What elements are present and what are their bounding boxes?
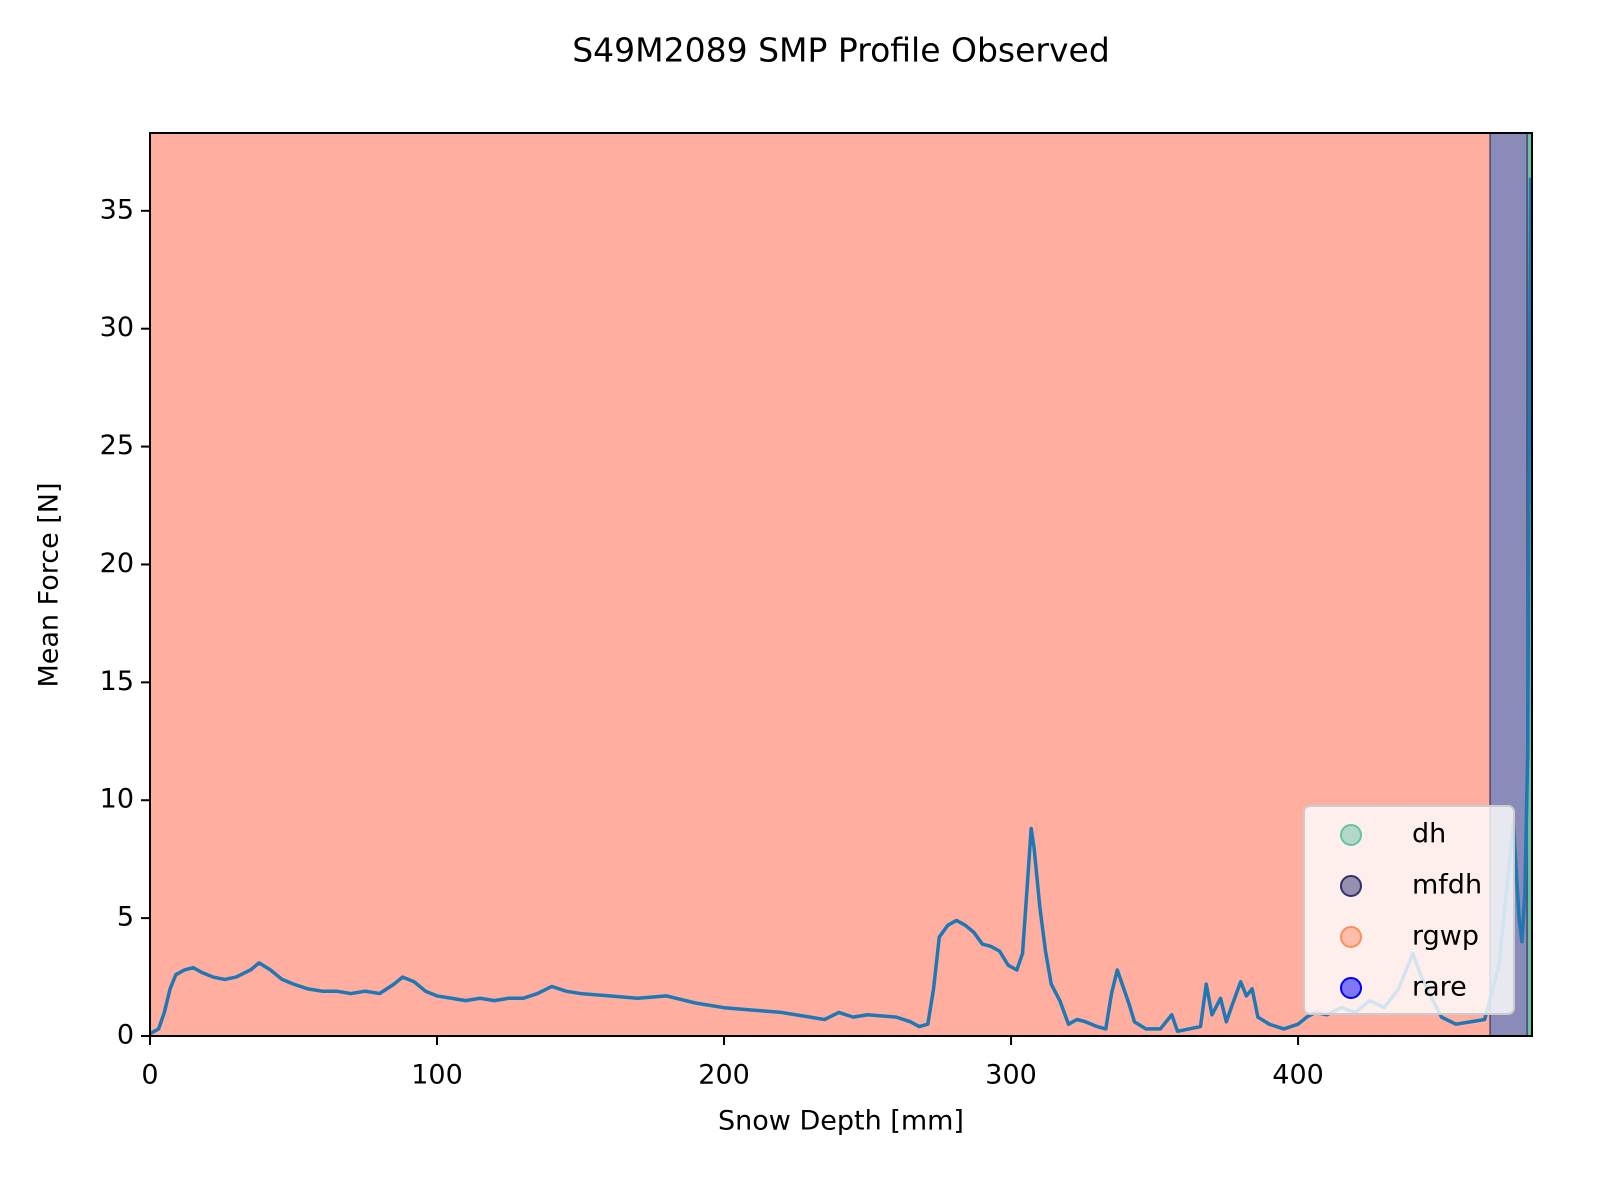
legend-label: rgwp [1412, 921, 1479, 952]
y-tick-label: 0 [117, 1020, 134, 1051]
chart-title: S49M2089 SMP Profile Observed [572, 31, 1110, 70]
legend-box [1303, 805, 1515, 1015]
x-tick-label: 200 [698, 1060, 750, 1091]
x-tick-label: 300 [985, 1060, 1037, 1091]
layer-span [150, 133, 1491, 1036]
legend: dh mfdh rgwp rare [1303, 805, 1515, 1015]
legend-label: rare [1412, 972, 1467, 1003]
y-tick-label: 35 [100, 194, 134, 225]
y-axis-label: Mean Force [N] [34, 482, 65, 687]
legend-label: dh [1412, 819, 1446, 850]
legend-marker [1340, 875, 1362, 897]
plot-frame [149, 132, 1533, 1037]
legend-marker [1340, 926, 1362, 948]
y-tick-label: 10 [100, 784, 134, 815]
legend-label: mfdh [1412, 870, 1482, 901]
x-tick-label: 400 [1272, 1060, 1324, 1091]
y-tick-label: 5 [117, 902, 134, 933]
x-tick-label: 100 [411, 1060, 463, 1091]
x-axis-label: Snow Depth [mm] [718, 1106, 964, 1137]
legend-marker [1340, 824, 1362, 846]
y-tick-label: 20 [100, 548, 134, 579]
y-tick-label: 30 [100, 312, 134, 343]
x-tick-label: 0 [141, 1060, 158, 1091]
y-tick-label: 25 [100, 430, 134, 461]
legend-marker [1340, 977, 1362, 999]
y-tick-label: 15 [100, 666, 134, 697]
